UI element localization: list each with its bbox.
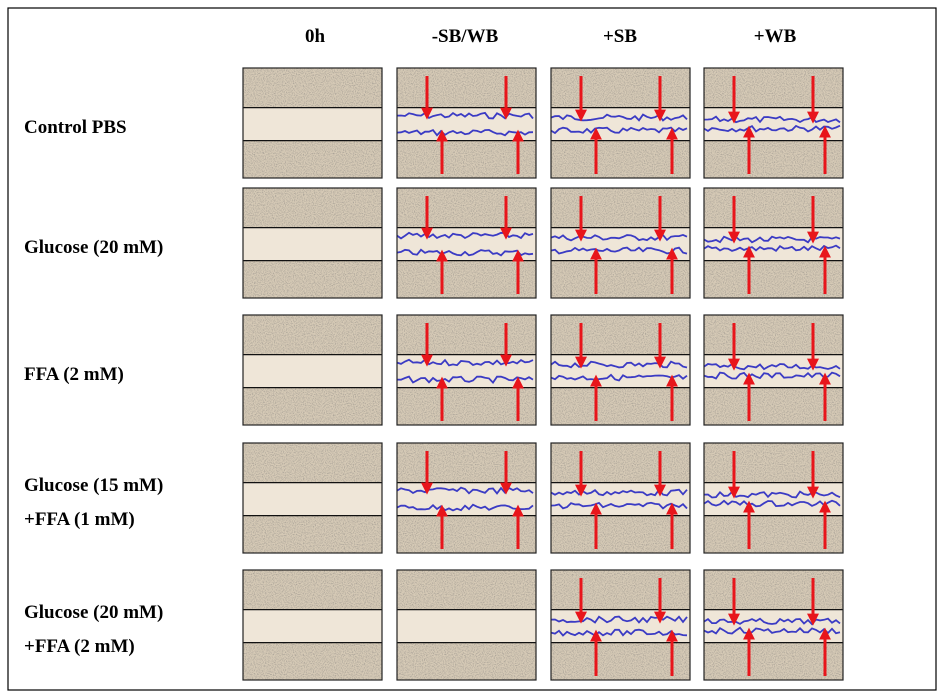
- column-header: 0h: [305, 26, 326, 47]
- micrograph: [550, 314, 691, 426]
- row-label: +FFA (2 mM): [24, 636, 135, 657]
- micrograph: [242, 569, 383, 681]
- micrograph: [396, 67, 537, 179]
- migration-front: [550, 246, 688, 255]
- column-header: +SB: [603, 26, 637, 47]
- micrograph: [550, 187, 691, 299]
- tile-border: [550, 442, 691, 554]
- scratch-gap: [243, 107, 382, 141]
- tile-border: [396, 569, 537, 681]
- scratch-gap: [704, 354, 843, 388]
- migration-front: [550, 373, 688, 382]
- micrograph: [703, 67, 844, 179]
- tile-border: [550, 187, 691, 299]
- micrograph: [242, 314, 383, 426]
- tile-border: [396, 67, 537, 179]
- micrograph: [396, 314, 537, 426]
- scratch-gap: [243, 609, 382, 643]
- tile-border: [550, 569, 691, 681]
- tile-border: [550, 314, 691, 426]
- tile-border: [703, 187, 844, 299]
- migration-front: [550, 126, 688, 135]
- row-label: Glucose (15 mM): [24, 475, 163, 496]
- migration-front: [703, 626, 841, 635]
- migration-front: [703, 244, 841, 252]
- row-label: Glucose (20 mM): [24, 602, 163, 623]
- tile-border: [242, 67, 383, 179]
- scratch-gap: [397, 482, 536, 516]
- tile-border: [703, 314, 844, 426]
- row-label: Glucose (20 mM): [24, 237, 163, 258]
- scratch-gap: [551, 482, 690, 516]
- migration-front: [703, 371, 841, 380]
- tile-border: [703, 442, 844, 554]
- scratch-gap: [551, 227, 690, 261]
- migration-front: [396, 128, 534, 137]
- scratch-gap: [551, 609, 690, 643]
- scratch-gap: [551, 107, 690, 141]
- scratch-gap: [704, 609, 843, 643]
- tile-border: [396, 314, 537, 426]
- tile-border: [242, 442, 383, 554]
- migration-front: [550, 501, 688, 510]
- scratch-gap: [397, 107, 536, 141]
- scratch-gap: [243, 354, 382, 388]
- migration-front: [703, 124, 841, 133]
- scratch-gap: [704, 107, 843, 141]
- micrograph: [550, 569, 691, 681]
- micrograph: [703, 314, 844, 426]
- micrograph: [396, 442, 537, 554]
- tile-border: [242, 569, 383, 681]
- micrograph: [703, 569, 844, 681]
- micrograph: [242, 67, 383, 179]
- migration-front: [550, 628, 688, 637]
- migration-front: [396, 375, 534, 385]
- tile-border: [242, 314, 383, 426]
- micrograph: [703, 187, 844, 299]
- scratch-gap: [243, 482, 382, 516]
- scratch-gap: [704, 482, 843, 516]
- scratch-gap: [551, 354, 690, 388]
- tile-border: [703, 67, 844, 179]
- tile-border: [396, 187, 537, 299]
- tile-border: [396, 442, 537, 554]
- micrograph: [242, 442, 383, 554]
- tile-border: [703, 569, 844, 681]
- scratch-gap: [243, 227, 382, 261]
- tile-border: [550, 67, 691, 179]
- frame: [7, 7, 937, 691]
- migration-front: [703, 499, 841, 508]
- micrograph: [396, 187, 537, 299]
- row-label: +FFA (1 mM): [24, 509, 135, 530]
- column-header: -SB/WB: [432, 26, 499, 47]
- migration-front: [396, 503, 534, 512]
- micrograph: [550, 67, 691, 179]
- column-header: +WB: [754, 26, 797, 47]
- scratch-gap: [397, 227, 536, 261]
- scratch-gap: [704, 227, 843, 261]
- migration-front: [396, 248, 534, 257]
- row-label: Control PBS: [24, 117, 127, 138]
- micrograph: [396, 569, 537, 681]
- micrograph: [242, 187, 383, 299]
- row-label: FFA (2 mM): [24, 364, 124, 385]
- scratch-gap: [397, 354, 536, 388]
- micrograph: [550, 442, 691, 554]
- tile-border: [242, 187, 383, 299]
- micrograph: [703, 442, 844, 554]
- scratch-gap: [397, 609, 536, 643]
